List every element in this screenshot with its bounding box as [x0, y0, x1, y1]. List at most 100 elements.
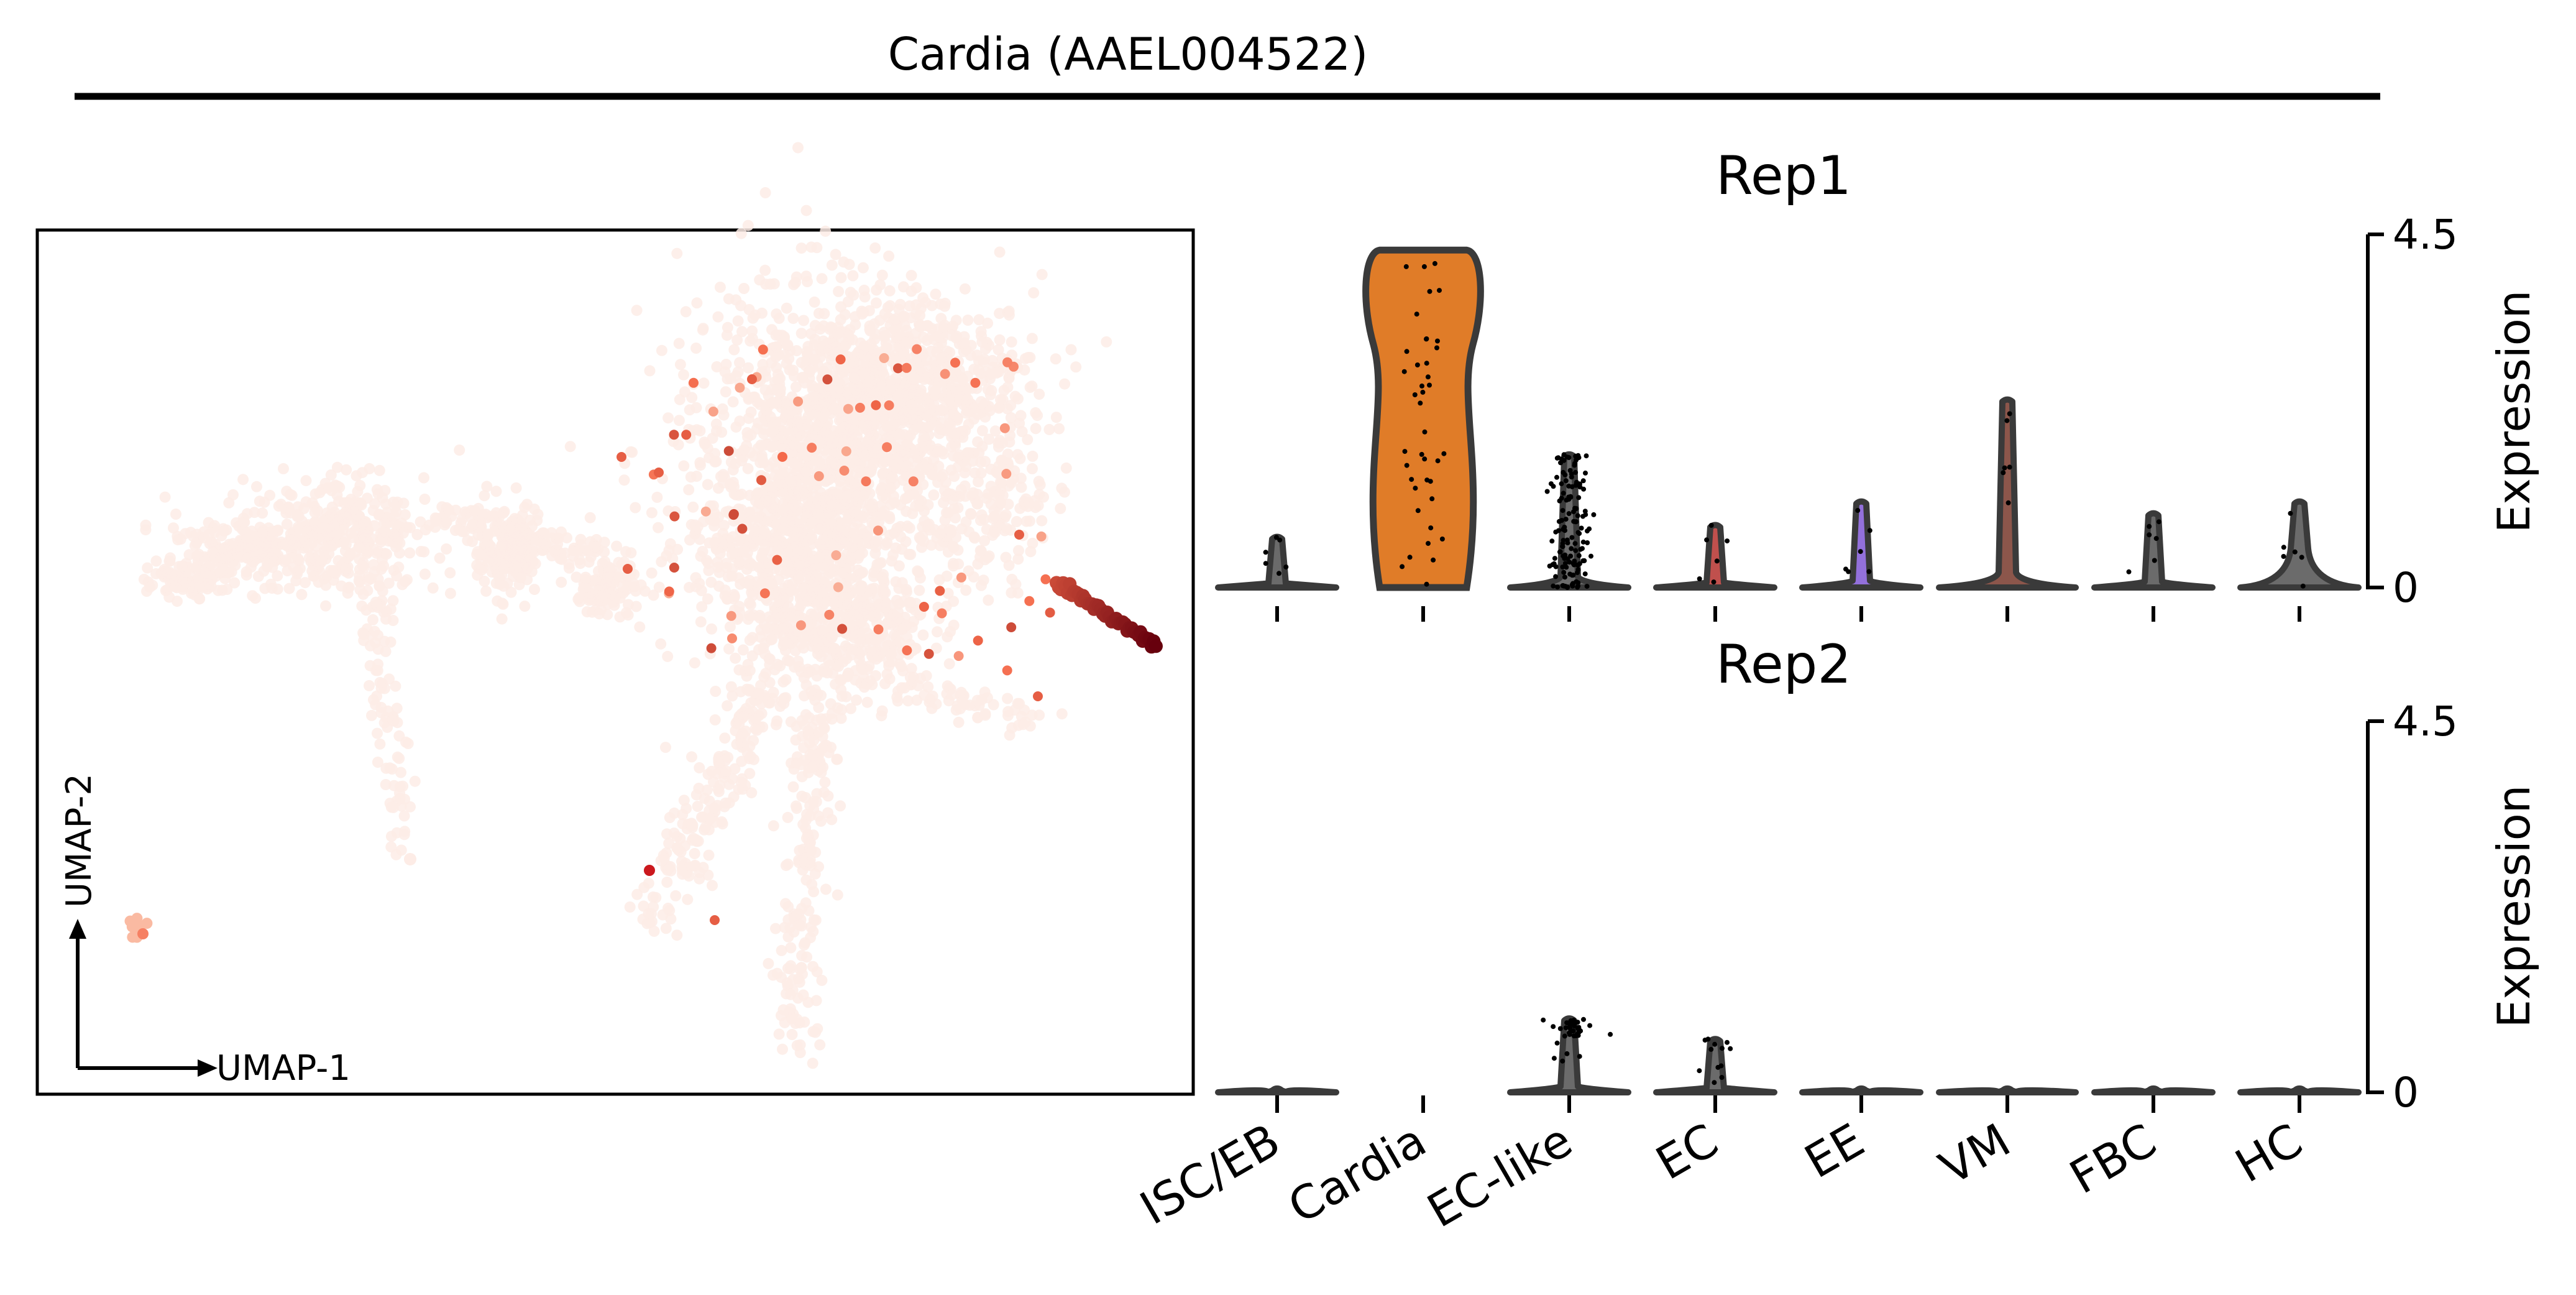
- umap-expressing-cell: [879, 353, 889, 363]
- umap-cell: [888, 315, 900, 326]
- violin-point: [1714, 558, 1720, 564]
- rep2-ylabel: Expression: [2488, 785, 2540, 1028]
- umap-cell: [1027, 450, 1038, 462]
- umap-cell: [1065, 344, 1077, 356]
- umap-cell: [754, 274, 766, 286]
- umap-cell: [785, 475, 797, 487]
- umap-cell: [358, 629, 370, 640]
- umap-cell: [354, 570, 365, 582]
- umap-cell: [390, 849, 402, 860]
- umap-cell: [556, 576, 567, 588]
- umap-cell: [487, 553, 499, 565]
- umap-expressing-cell: [835, 354, 846, 365]
- umap-cell: [800, 205, 812, 216]
- umap-cell: [311, 540, 323, 552]
- violin-point: [1608, 1031, 1613, 1037]
- umap-cell: [590, 541, 601, 553]
- umap-cell: [842, 590, 854, 602]
- umap-expressing-cell: [953, 651, 964, 661]
- umap-cell: [671, 247, 683, 259]
- umap-cell: [939, 300, 951, 312]
- umap-cloud: [138, 142, 1112, 1069]
- violin-point: [1553, 574, 1559, 579]
- violin-base: [1510, 1089, 1628, 1094]
- umap-cell: [801, 546, 813, 558]
- violin-point: [1697, 576, 1702, 581]
- umap-cell: [840, 454, 851, 466]
- violin-point: [1569, 546, 1574, 551]
- umap-cell: [658, 852, 670, 864]
- umap-expressing-cell: [882, 442, 892, 453]
- umap-cell: [1002, 306, 1014, 318]
- umap-cell: [857, 663, 869, 675]
- umap-cell: [895, 531, 907, 543]
- umap-cell: [797, 523, 809, 535]
- umap-expressing-cell: [1045, 607, 1055, 618]
- umap-cell: [914, 500, 926, 512]
- violin-point: [1566, 455, 1572, 460]
- umap-cell: [241, 552, 253, 564]
- umap-expressing-cell: [793, 396, 804, 407]
- umap-cell: [907, 413, 919, 425]
- violin-point: [2001, 470, 2006, 476]
- umap-cell: [932, 323, 944, 335]
- umap-cell: [720, 797, 731, 809]
- umap-cell: [890, 542, 902, 554]
- umap-cell: [357, 467, 368, 479]
- umap-cell: [845, 703, 856, 714]
- umap-cell: [802, 729, 814, 741]
- violin-point: [1725, 1039, 1730, 1045]
- umap-cell: [843, 259, 855, 270]
- umap-expressing-cell: [1002, 665, 1012, 676]
- violin-point: [1711, 579, 1717, 585]
- umap-expressing-cell: [669, 563, 679, 573]
- umap-cell: [584, 512, 596, 523]
- umap-cell: [987, 529, 999, 541]
- rep1-ytick-top-label: 4.5: [2393, 211, 2458, 259]
- umap-cell: [682, 893, 694, 905]
- umap-cell: [827, 630, 838, 642]
- violin-point: [2300, 583, 2306, 589]
- violin-point: [1855, 508, 1861, 513]
- umap-cell: [825, 494, 837, 506]
- umap-cell: [807, 926, 819, 938]
- umap-expressing-cell: [1014, 530, 1024, 540]
- umap-cell: [814, 515, 825, 527]
- violin-point: [1413, 486, 1418, 491]
- umap-cell: [358, 518, 370, 530]
- violin-point: [1429, 496, 1435, 502]
- umap-cell: [852, 462, 864, 474]
- umap-cell: [651, 491, 663, 503]
- umap-cell: [404, 853, 416, 865]
- umap-cell: [702, 768, 714, 780]
- umap-cell: [804, 843, 816, 854]
- umap-cell: [678, 795, 690, 806]
- umap-cell: [1013, 719, 1024, 731]
- umap-cell: [1019, 364, 1030, 376]
- violin-point: [1414, 362, 1420, 367]
- umap-cell: [877, 490, 889, 502]
- umap-cell: [279, 539, 291, 551]
- violin-point: [1434, 345, 1439, 351]
- umap-cell: [958, 337, 970, 349]
- umap-cell: [910, 299, 922, 311]
- umap-cell: [725, 681, 737, 693]
- umap-cell: [810, 915, 822, 926]
- umap-cell: [221, 584, 233, 595]
- violin-point: [1575, 567, 1581, 573]
- umap-cell: [975, 326, 987, 338]
- umap-cell: [1009, 390, 1021, 402]
- umap-cell: [811, 670, 823, 682]
- umap-cell: [890, 576, 902, 588]
- umap-cell: [785, 942, 797, 954]
- violin-point: [1725, 538, 1730, 544]
- umap-cell: [780, 674, 792, 686]
- umap-cell: [870, 448, 881, 459]
- umap-cell: [855, 523, 867, 535]
- umap-cell: [370, 596, 382, 608]
- umap-cell: [809, 320, 821, 331]
- umap-cell: [723, 293, 735, 305]
- umap-cell: [1000, 551, 1012, 563]
- umap-cell: [929, 385, 941, 397]
- umap-cell: [369, 520, 380, 532]
